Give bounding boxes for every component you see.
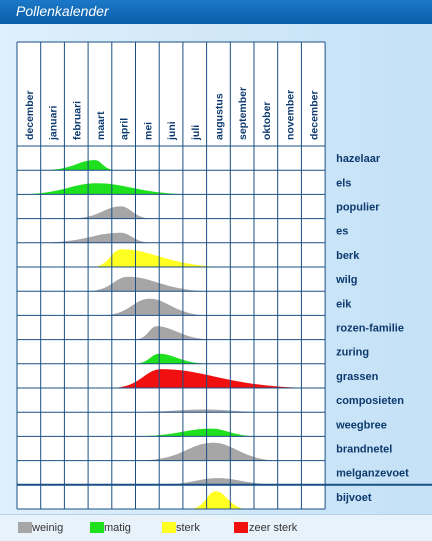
month-label: december — [24, 90, 36, 140]
pollen-area-es — [40, 232, 150, 243]
month-label: maart — [95, 111, 107, 140]
plant-label: es — [336, 226, 348, 238]
plant-label: brandnetel — [336, 444, 392, 456]
plant-label: berk — [336, 250, 360, 262]
pollen-area-weegbree — [135, 428, 257, 437]
pollen-area-zuring — [135, 353, 207, 364]
legend-swatch — [90, 522, 104, 533]
pollen-calendar-chart: december januari februari maart april mei juni… — [16, 41, 432, 510]
month-label: november — [285, 90, 297, 140]
month-label: september — [237, 87, 249, 140]
month-label: augustus — [213, 93, 225, 140]
plant-label: wilg — [335, 274, 357, 286]
plant-label: composieten — [336, 395, 404, 407]
pollen-area-populier — [71, 206, 150, 219]
month-label: juli — [190, 125, 202, 141]
plant-label: hazelaar — [336, 153, 381, 165]
month-label: april — [119, 118, 131, 140]
plant-label: weegbree — [335, 419, 387, 431]
month-label: oktober — [261, 101, 273, 140]
month-label: december — [308, 90, 320, 140]
plant-label: eik — [336, 298, 352, 310]
legend-label: zeer sterk — [249, 522, 298, 534]
legend-swatch — [162, 522, 176, 533]
plant-label: zuring — [336, 347, 369, 359]
legend-swatch — [18, 522, 32, 533]
chart-panel: december januari februari maart april mei juni… — [0, 24, 432, 514]
grid-background — [17, 42, 326, 509]
page-title: Pollenkalender — [16, 3, 109, 19]
month-label: februari — [71, 101, 83, 140]
pollen-area-eik — [102, 298, 207, 316]
plant-label: bijvoet — [336, 492, 372, 504]
month-label: januari — [48, 105, 60, 141]
pollen-area-wilg — [88, 276, 209, 292]
pollen-area-composieten — [135, 409, 262, 413]
plant-label: grassen — [336, 371, 378, 383]
plant-label: els — [336, 177, 351, 189]
legend-label: weinig — [32, 522, 64, 534]
pollen-area-els — [19, 183, 191, 195]
pollen-area-hazelaar — [45, 160, 115, 171]
pollen-area-rozen-familie — [135, 326, 212, 340]
pollen-area-bijvoet — [190, 491, 247, 509]
legend: weinig matig sterk zeer sterk — [0, 514, 432, 541]
plant-label: rozen-familie — [336, 323, 404, 335]
pollen-area-brandnetel — [140, 442, 278, 461]
month-label: juni — [166, 121, 178, 141]
month-label: mei — [142, 122, 154, 140]
app-header: Pollenkalender — [0, 0, 432, 24]
legend-swatch — [234, 522, 248, 533]
legend-label: sterk — [176, 522, 200, 534]
plant-label: melganzevoet — [336, 468, 409, 480]
legend-label: matig — [104, 522, 131, 534]
pollen-area-grassen — [111, 369, 311, 388]
pollen-area-melganzevoet — [159, 478, 278, 485]
plant-label: populier — [336, 202, 380, 214]
